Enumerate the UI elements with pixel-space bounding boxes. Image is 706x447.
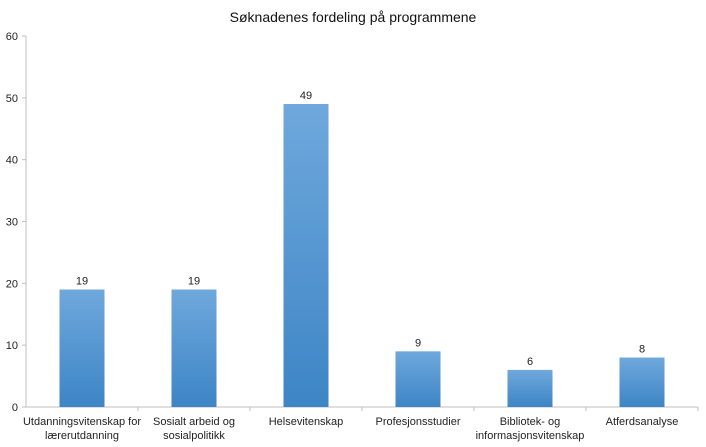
bar bbox=[283, 104, 329, 408]
data-label: 19 bbox=[76, 276, 88, 288]
x-category-label: lærerutdanning bbox=[45, 430, 119, 442]
x-category-label: Atferdsanalyse bbox=[606, 416, 679, 428]
y-tick-label: 50 bbox=[6, 93, 18, 105]
bar bbox=[59, 289, 105, 407]
data-label: 8 bbox=[639, 344, 645, 356]
bar bbox=[395, 351, 441, 407]
x-category-label: sosialpolitikk bbox=[163, 430, 225, 442]
x-category-label: Utdanningsvitenskap for bbox=[23, 416, 141, 428]
data-label: 19 bbox=[188, 276, 200, 288]
bar bbox=[171, 289, 217, 407]
y-tick-label: 60 bbox=[6, 31, 18, 43]
x-category-label: informasjonsvitenskap bbox=[476, 430, 585, 442]
data-label: 9 bbox=[415, 337, 421, 349]
bar bbox=[619, 357, 665, 407]
data-label: 6 bbox=[527, 356, 533, 368]
x-category-label: Profesjonsstudier bbox=[376, 416, 461, 428]
y-tick-label: 10 bbox=[6, 340, 18, 352]
x-category-label: Helsevitenskap bbox=[269, 416, 344, 428]
data-label: 49 bbox=[300, 90, 312, 102]
chart-title: Søknadenes fordeling på programmene bbox=[229, 9, 477, 25]
y-tick-label: 40 bbox=[6, 155, 18, 167]
x-category-label: Sosialt arbeid og bbox=[153, 416, 235, 428]
y-tick-label: 20 bbox=[6, 278, 18, 290]
y-tick-label: 30 bbox=[6, 217, 18, 229]
x-category-label: Bibliotek- og bbox=[500, 416, 561, 428]
bar bbox=[507, 369, 553, 407]
y-tick-label: 0 bbox=[12, 402, 18, 414]
